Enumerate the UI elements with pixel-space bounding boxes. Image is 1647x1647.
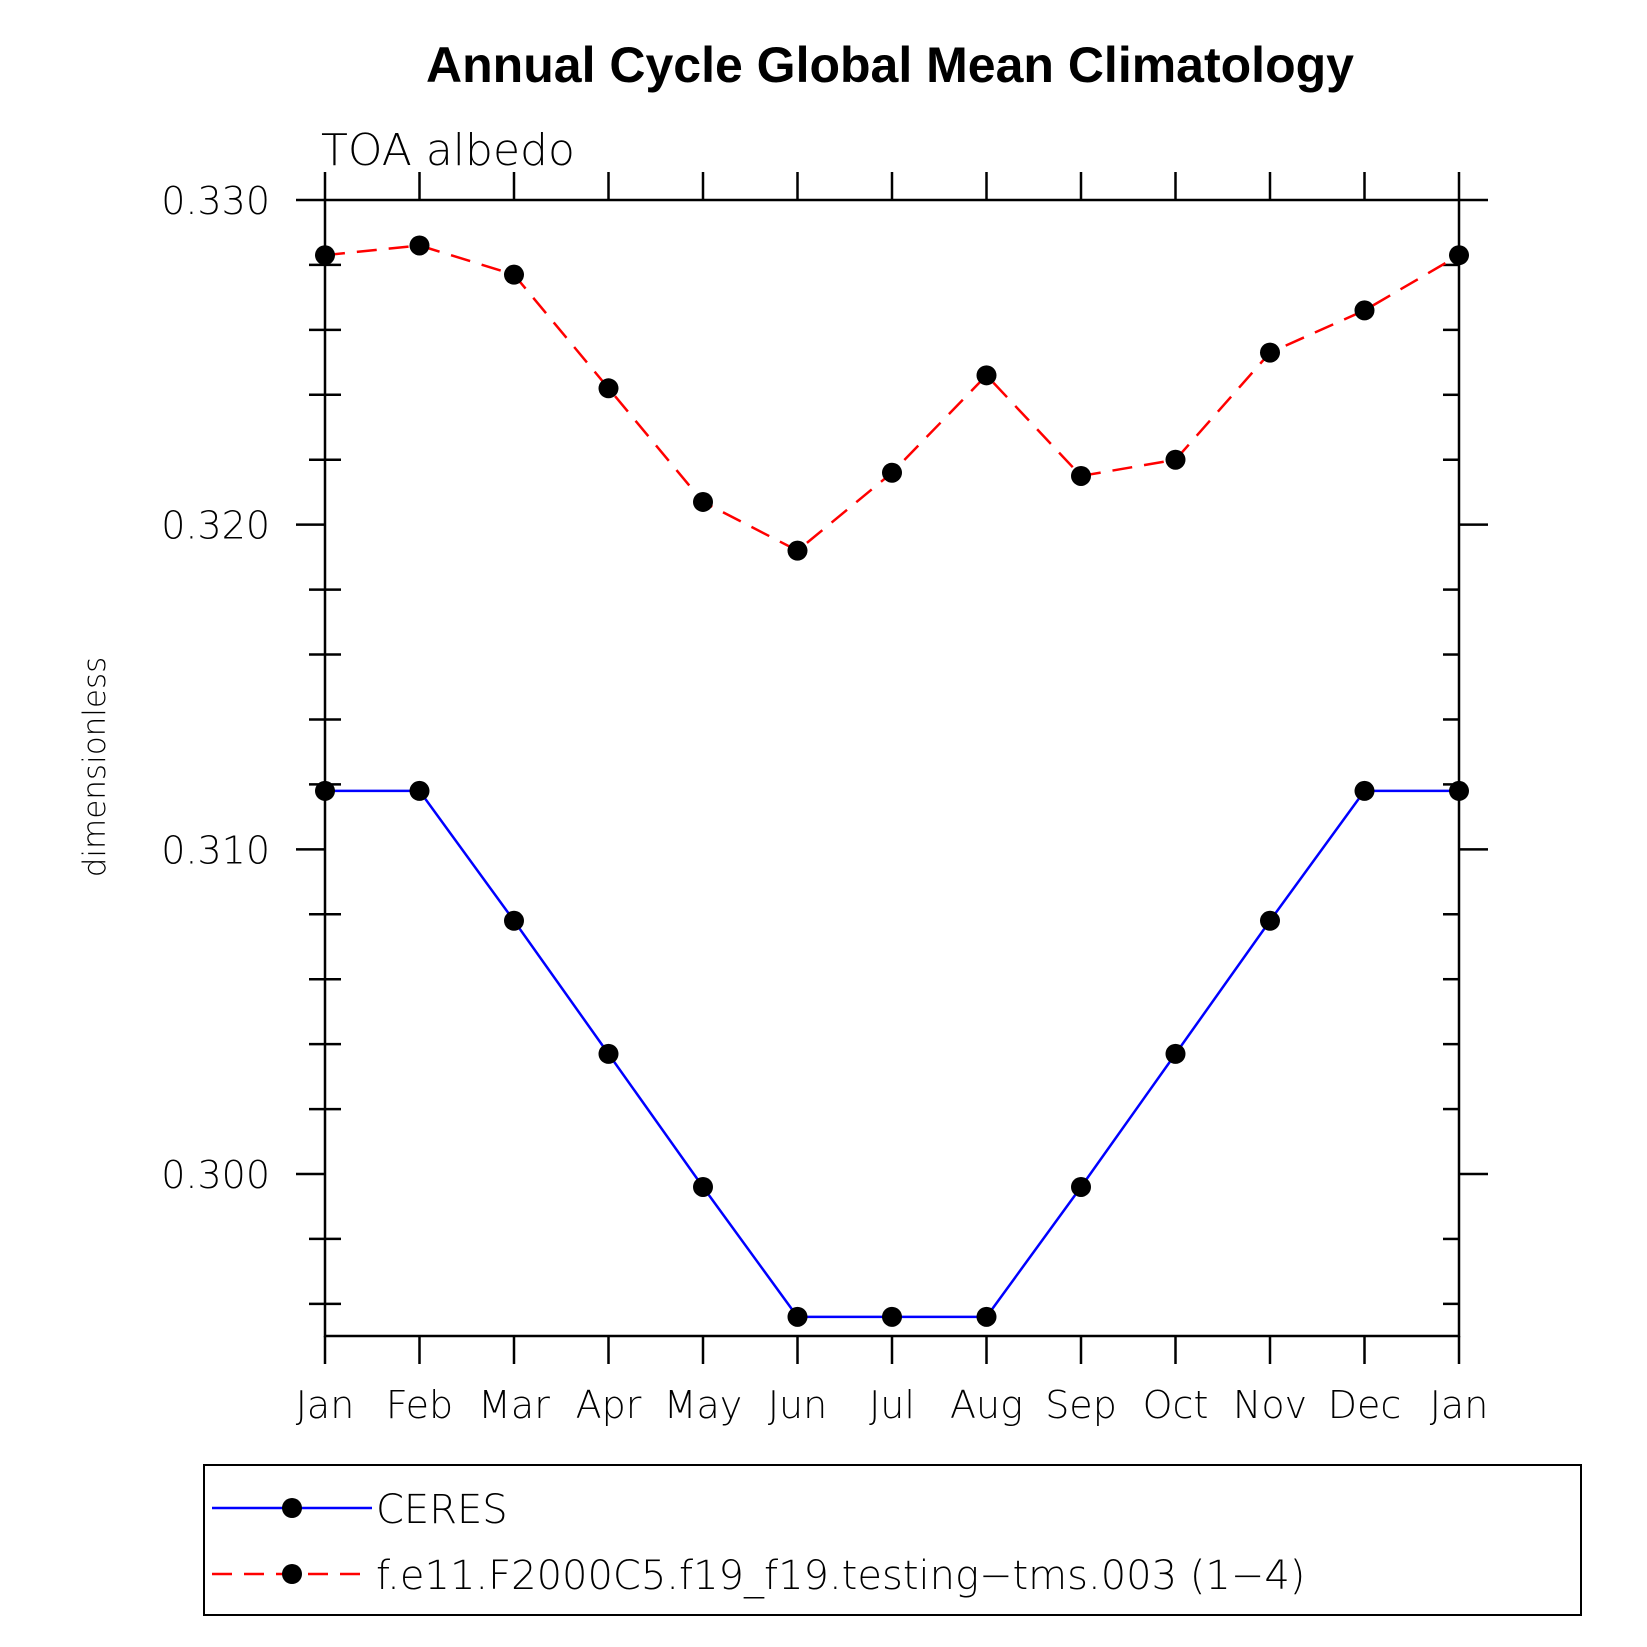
legend: CERES f.e11.F2000C5.f19_f19.testing−tms.… — [203, 1464, 1582, 1616]
chart-subtitle: TOA albedo — [321, 125, 575, 176]
y-tick-label: 0.310 — [161, 828, 270, 872]
x-tick-label: Nov — [1233, 1383, 1307, 1427]
y-axis-label: dimensionless — [77, 657, 113, 878]
y-tick-label: 0.330 — [161, 179, 270, 223]
x-ticks — [323, 172, 1461, 1364]
data-point-1-3 — [598, 378, 619, 399]
y-tick-labels: 0.330 0.320 0.310 0.300 — [161, 179, 270, 1197]
data-point-0-6 — [882, 1306, 902, 1327]
x-tick-label: Jan — [296, 1383, 355, 1427]
data-point-1-6 — [882, 462, 902, 483]
y-tick-label: 0.300 — [161, 1153, 270, 1197]
data-point-1-7 — [976, 365, 997, 386]
legend-label-ceres: CERES — [376, 1487, 508, 1533]
data-point-0-10 — [1260, 910, 1280, 931]
y-ticks — [296, 198, 1488, 1306]
series-line-1 — [324, 244, 1460, 553]
chart-title: Annual Cycle Global Mean Climatology — [426, 37, 1354, 93]
data-point-1-2 — [504, 264, 524, 285]
x-tick-label: May — [664, 1383, 743, 1427]
data-point-1-10 — [1260, 342, 1280, 363]
data-point-0-4 — [693, 1176, 713, 1197]
data-point-0-5 — [787, 1306, 808, 1327]
x-tick-label: Apr — [576, 1383, 642, 1427]
data-point-0-1 — [409, 780, 430, 801]
legend-label-model: f.e11.F2000C5.f19_f19.testing−tms.003 (1… — [376, 1553, 1305, 1599]
series-lines — [324, 244, 1460, 1319]
x-tick-label: Mar — [478, 1383, 550, 1427]
x-tick-labels: Jan Feb Mar Apr May Jun Jul Aug Sep Oct Nov Dec Jan — [296, 1383, 1489, 1427]
series-line-0 — [325, 789, 1459, 1319]
y-tick-label: 0.320 — [161, 504, 270, 548]
data-point-1-4 — [693, 491, 713, 512]
data-point-1-11 — [1354, 300, 1375, 321]
data-point-1-5 — [787, 540, 808, 561]
data-point-0-7 — [976, 1306, 997, 1327]
data-point-1-9 — [1165, 449, 1186, 470]
x-tick-label: Dec — [1328, 1383, 1402, 1427]
x-tick-label: Sep — [1045, 1383, 1117, 1427]
x-tick-label: Aug — [950, 1383, 1023, 1427]
x-tick-label: Jan — [1430, 1383, 1489, 1427]
data-point-1-1 — [409, 235, 430, 256]
x-tick-label: Oct — [1143, 1383, 1209, 1427]
plot-frame — [323, 198, 1461, 1338]
data-point-1-0 — [315, 245, 335, 266]
data-point-0-9 — [1165, 1043, 1186, 1064]
data-point-0-0 — [315, 780, 335, 801]
series-markers — [315, 235, 1469, 1327]
legend-marker-ceres — [282, 1498, 302, 1518]
data-point-0-11 — [1354, 780, 1375, 801]
x-tick-label: Jul — [869, 1383, 915, 1427]
x-tick-label: Jun — [768, 1383, 827, 1427]
data-point-0-3 — [598, 1043, 619, 1064]
data-point-0-2 — [504, 910, 524, 931]
legend-box — [203, 1464, 1582, 1616]
legend-marker-model — [282, 1564, 302, 1584]
data-point-0-12 — [1449, 780, 1469, 801]
data-point-1-12 — [1449, 245, 1469, 266]
data-point-1-8 — [1071, 465, 1091, 486]
x-tick-label: Feb — [386, 1383, 453, 1427]
data-point-0-8 — [1071, 1176, 1091, 1197]
